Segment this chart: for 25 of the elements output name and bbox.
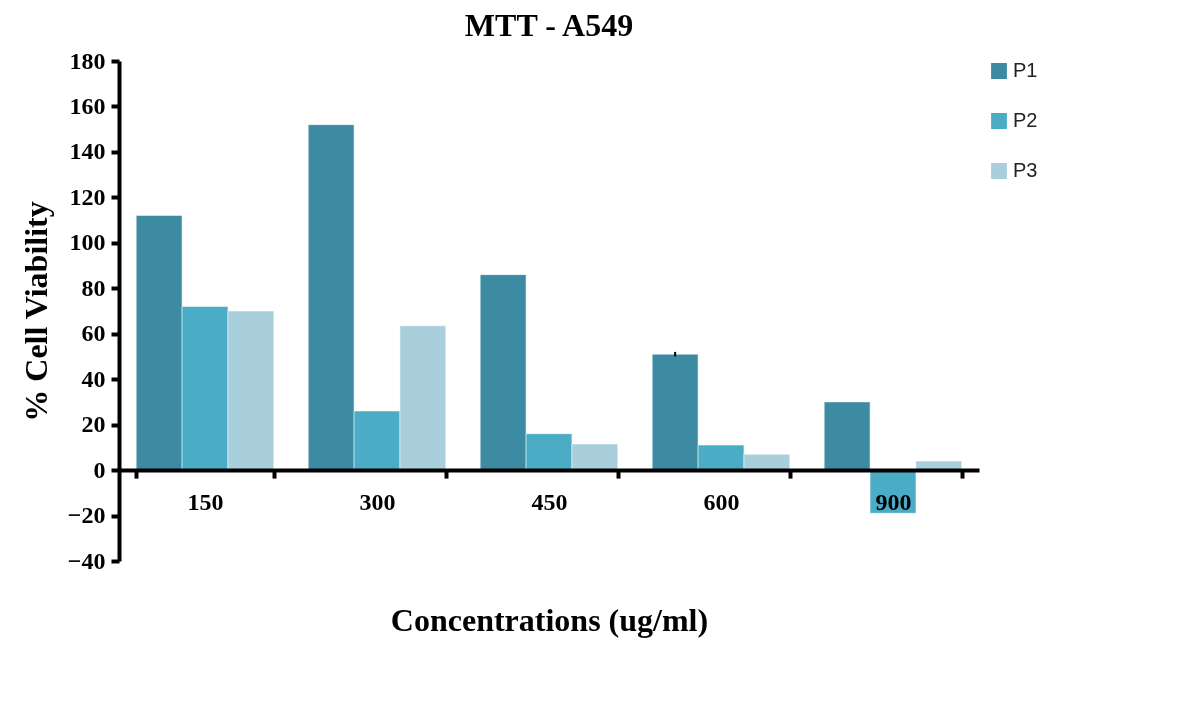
legend-label: P2 bbox=[1013, 109, 1038, 131]
y-axis-title: % Cell Viability bbox=[17, 201, 54, 422]
chart-title: MTT - A549 bbox=[464, 7, 634, 43]
x-tick-label: 150 bbox=[187, 488, 224, 515]
y-tick-label: 80 bbox=[81, 274, 106, 301]
y-tick-label: 0 bbox=[93, 456, 106, 483]
x-tick-label: 300 bbox=[359, 488, 396, 515]
legend-label: P3 bbox=[1013, 159, 1038, 181]
y-tick-label: 120 bbox=[69, 183, 106, 210]
x-tick-label: 600 bbox=[703, 488, 740, 515]
y-tick-label: −40 bbox=[67, 547, 106, 574]
legend-label: P1 bbox=[1013, 59, 1038, 81]
x-tick-label: 450 bbox=[531, 488, 568, 515]
y-tick-label: 180 bbox=[69, 47, 106, 74]
x-tick-label: 900 bbox=[875, 488, 912, 515]
bar bbox=[823, 401, 871, 471]
y-tick-label: 140 bbox=[69, 138, 106, 165]
y-tick-label: 20 bbox=[81, 411, 106, 438]
y-tick-label: 160 bbox=[69, 92, 106, 119]
y-tick-label: 60 bbox=[81, 320, 106, 347]
bar bbox=[915, 460, 963, 471]
x-axis-title: Concentrations (ug/ml) bbox=[390, 601, 709, 638]
y-tick-label: −20 bbox=[67, 502, 106, 529]
y-tick-label: 40 bbox=[81, 365, 106, 392]
y-tick-label: 100 bbox=[69, 229, 106, 256]
